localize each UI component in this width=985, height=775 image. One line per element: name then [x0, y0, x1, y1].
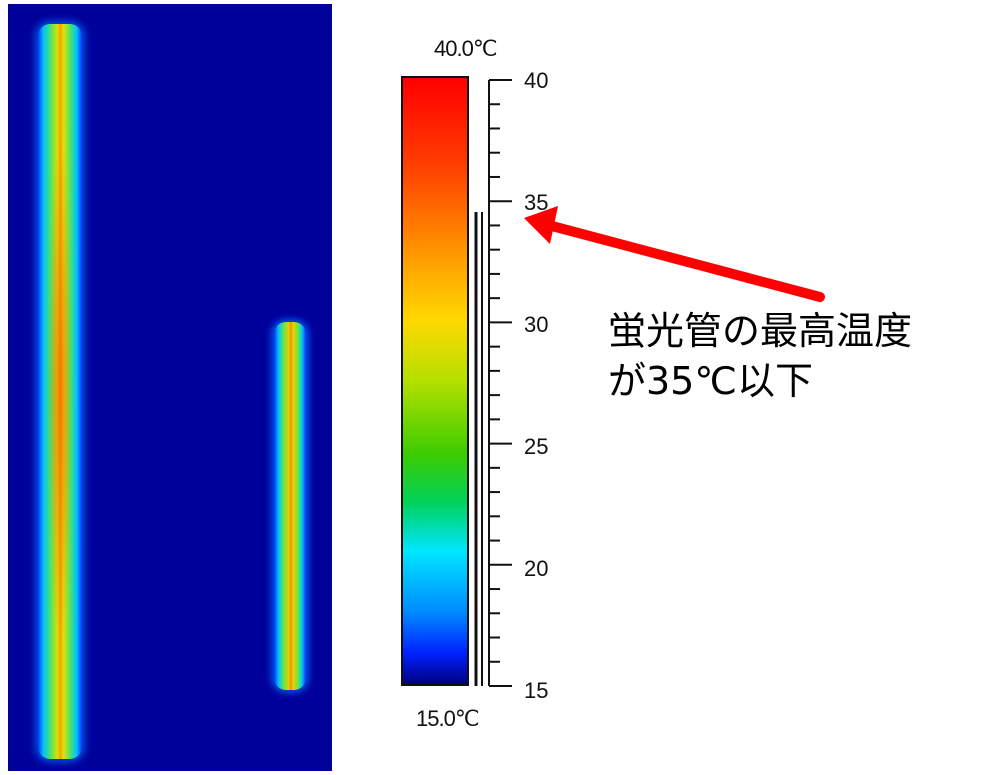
annotation-line-2: が35℃以下 [608, 359, 814, 403]
tick-label-30: 30 [524, 312, 548, 337]
scale-max-label: 40.0℃ [434, 36, 498, 61]
color-scale-bar [401, 76, 469, 686]
fluorescent-tube-long [38, 24, 82, 759]
scale-min-label: 15.0℃ [416, 706, 480, 731]
red-arrow [524, 206, 825, 302]
tick-label-40: 40 [524, 68, 548, 93]
tick-label-20: 20 [524, 556, 548, 581]
thermal-image [8, 4, 332, 771]
annotation-text: 蛍光管の最高温度 が35℃以下 [608, 306, 985, 406]
annotation-line-1: 蛍光管の最高温度 [608, 309, 913, 353]
fluorescent-tube-short [274, 322, 306, 690]
tick-label-15: 15 [524, 678, 548, 703]
tick-label-25: 25 [524, 434, 548, 459]
